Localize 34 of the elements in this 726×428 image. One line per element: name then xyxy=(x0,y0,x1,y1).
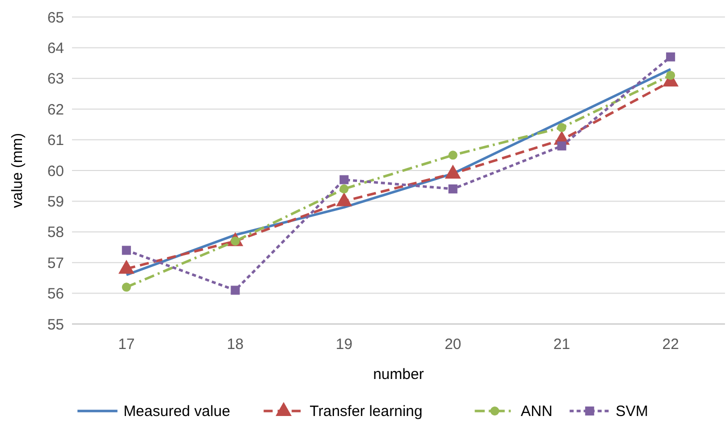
x-tick-label: 18 xyxy=(226,336,244,353)
point xyxy=(666,52,676,62)
y-tick-label: 57 xyxy=(47,254,64,272)
legend-label: Transfer learning xyxy=(310,403,422,420)
x-tick-label: 20 xyxy=(444,336,462,353)
y-tick-label: 56 xyxy=(47,286,64,303)
point xyxy=(557,123,566,132)
x-tick-label: 19 xyxy=(336,336,352,353)
y-tick-label: 55 xyxy=(47,316,64,334)
point xyxy=(122,282,131,292)
point xyxy=(557,141,566,150)
point xyxy=(230,286,240,295)
x-tick-label: 21 xyxy=(553,336,570,353)
point xyxy=(666,70,676,80)
point xyxy=(448,184,458,194)
y-tick-label: 63 xyxy=(47,70,64,88)
legend-label: Measured value xyxy=(123,403,230,420)
y-tick-label: 61 xyxy=(47,132,64,150)
y-tick-label: 65 xyxy=(47,9,64,26)
y-tick-label: 62 xyxy=(47,101,64,118)
point xyxy=(340,184,349,194)
point xyxy=(122,246,131,255)
x-tick-label: 17 xyxy=(118,336,135,353)
y-tick-label: 58 xyxy=(47,224,64,242)
legend-label: ANN xyxy=(520,403,552,420)
y-tick-label: 59 xyxy=(47,193,64,210)
x-axis-title: number xyxy=(373,366,424,383)
point xyxy=(340,175,349,184)
y-tick-label: 64 xyxy=(47,40,64,57)
x-tick-label: 22 xyxy=(662,336,679,353)
point xyxy=(448,150,458,160)
y-tick-label: 60 xyxy=(47,162,64,180)
legend-label: SVM xyxy=(616,403,648,420)
y-axis-title: value (mm) xyxy=(9,132,26,208)
